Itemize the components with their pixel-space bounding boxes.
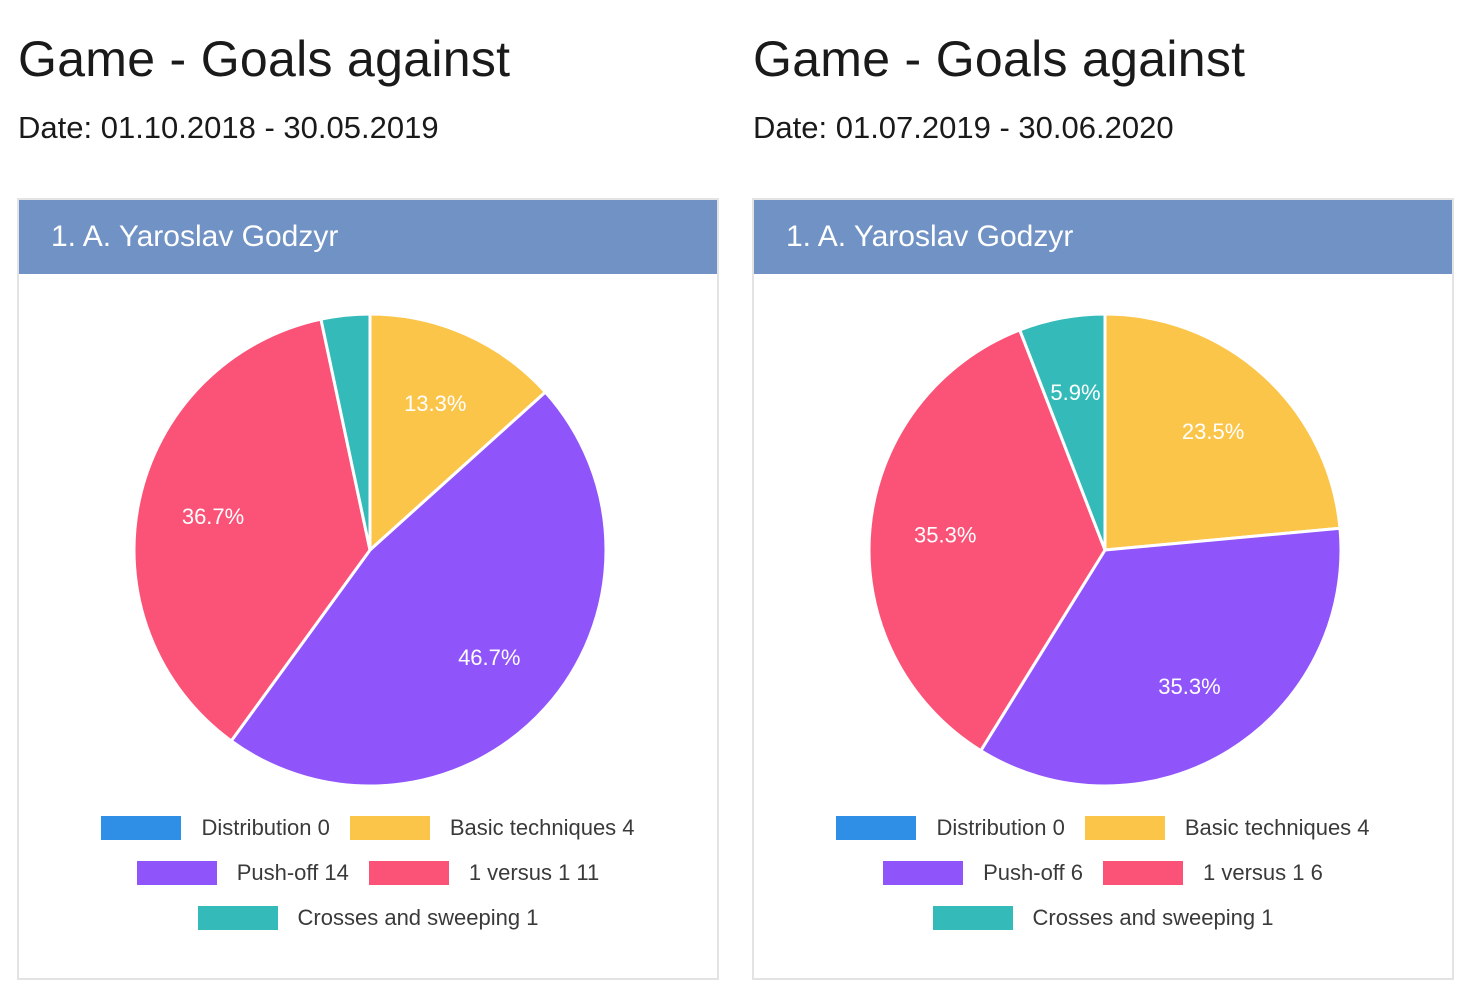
legend-item-basic-techniques[interactable]: Basic techniques 4: [349, 815, 635, 841]
legend-label: Push-off 14: [236, 860, 349, 885]
chart-title: Game - Goals against: [753, 31, 1246, 87]
legend-swatch: [368, 861, 449, 885]
pie-slice-push-off[interactable]: [978, 526, 1343, 788]
legend-swatch: [197, 906, 278, 930]
legend-label: Crosses and sweeping 1: [1032, 905, 1274, 930]
chart-date-range: Date: 01.07.2019 - 30.06.2020: [753, 110, 1174, 145]
legend-label: Distribution 0: [201, 815, 330, 840]
pie-slice-label-1-versus-1: 35.3%: [914, 523, 976, 548]
legend-item-push-off[interactable]: Push-off 14: [136, 860, 349, 886]
legend-item-push-off[interactable]: Push-off 6: [883, 860, 1083, 886]
legend-swatch: [1103, 861, 1184, 885]
pie-slice-label-basic-techniques: 13.3%: [404, 391, 466, 416]
legend-swatch: [883, 861, 964, 885]
pie-slice-crosses-and-sweeping[interactable]: [319, 312, 372, 551]
legend-swatch: [101, 816, 182, 840]
legend-item-1-versus-1[interactable]: 1 versus 1 11: [368, 860, 600, 886]
legend-swatch: [349, 816, 430, 840]
pie-slice-push-off[interactable]: [229, 389, 608, 788]
pie-slice-label-basic-techniques: 23.5%: [1182, 419, 1244, 444]
pie-slice-label-push-off: 35.3%: [1158, 674, 1220, 699]
legend-swatch: [836, 816, 917, 840]
legend-item-crosses-and-sweeping[interactable]: Crosses and sweeping 1: [197, 905, 539, 931]
legend-label: Basic techniques 4: [449, 815, 635, 840]
chart-card: 1. A. Yaroslav Godzyr 23.5% 35.3% 35.3% 5.9…: [752, 198, 1454, 980]
chart-legend: Distribution 0 Basic techniques 4 Push-o…: [19, 814, 717, 932]
chart-panel-2: Game - Goals against Date: 01.07.2019 - …: [735, 0, 1454, 1008]
pie-slice-crosses-and-sweeping[interactable]: [1017, 312, 1107, 551]
legend-swatch: [932, 906, 1013, 930]
legend-label: 1 versus 1 6: [1203, 860, 1323, 885]
pie-slice-basic-techniques[interactable]: [1103, 312, 1342, 552]
legend-label: Distribution 0: [936, 815, 1065, 840]
chart-title: Game - Goals against: [18, 31, 511, 87]
chart-panel-1: Game - Goals against Date: 01.10.2018 - …: [0, 0, 719, 1008]
chart-legend: Distribution 0 Basic techniques 4 Push-o…: [754, 814, 1452, 932]
legend-item-basic-techniques[interactable]: Basic techniques 4: [1084, 815, 1370, 841]
legend-label: Push-off 6: [983, 860, 1084, 885]
card-header-player: 1. A. Yaroslav Godzyr: [19, 200, 717, 274]
card-header-player: 1. A. Yaroslav Godzyr: [754, 200, 1452, 274]
pie-slice-label-1-versus-1: 36.7%: [182, 504, 244, 529]
pie-slice-basic-techniques[interactable]: [368, 312, 548, 554]
legend-item-crosses-and-sweeping[interactable]: Crosses and sweeping 1: [932, 905, 1274, 931]
pie-slice-1-versus-1[interactable]: [132, 317, 372, 744]
legend-label: 1 versus 1 11: [468, 860, 600, 885]
legend-item-distribution[interactable]: Distribution 0: [101, 815, 330, 841]
pie-slice-1-versus-1[interactable]: [867, 327, 1107, 753]
chart-card: 1. A. Yaroslav Godzyr 13.3% 46.7% 36.7% Di…: [17, 198, 719, 980]
legend-label: Crosses and sweeping 1: [297, 905, 539, 930]
legend-item-distribution[interactable]: Distribution 0: [836, 815, 1065, 841]
legend-item-1-versus-1[interactable]: 1 versus 1 6: [1103, 860, 1323, 886]
legend-swatch: [136, 861, 217, 885]
pie-chart: 23.5% 35.3% 35.3% 5.9%: [867, 312, 1343, 788]
chart-date-range: Date: 01.10.2018 - 30.05.2019: [18, 110, 439, 145]
legend-swatch: [1084, 816, 1165, 840]
pie-slice-label-push-off: 46.7%: [458, 645, 520, 670]
pie-chart: 13.3% 46.7% 36.7%: [132, 312, 608, 788]
legend-label: Basic techniques 4: [1184, 815, 1370, 840]
pie-slice-label-crosses-and-sweeping: 5.9%: [1050, 380, 1100, 405]
